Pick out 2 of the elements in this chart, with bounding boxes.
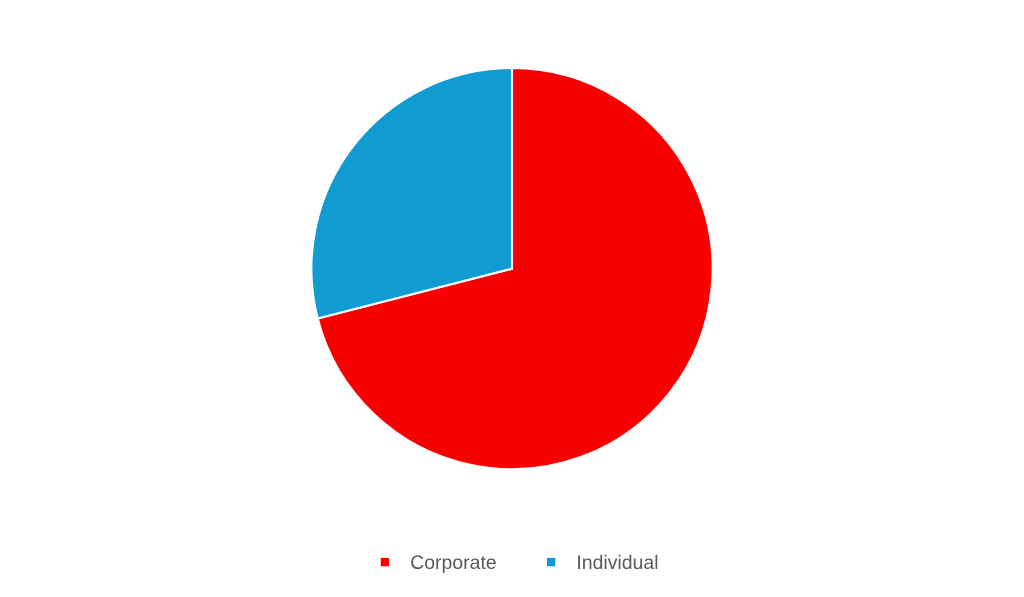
legend-label: Corporate: [411, 555, 496, 573]
legend-label: Individual: [578, 554, 658, 570]
